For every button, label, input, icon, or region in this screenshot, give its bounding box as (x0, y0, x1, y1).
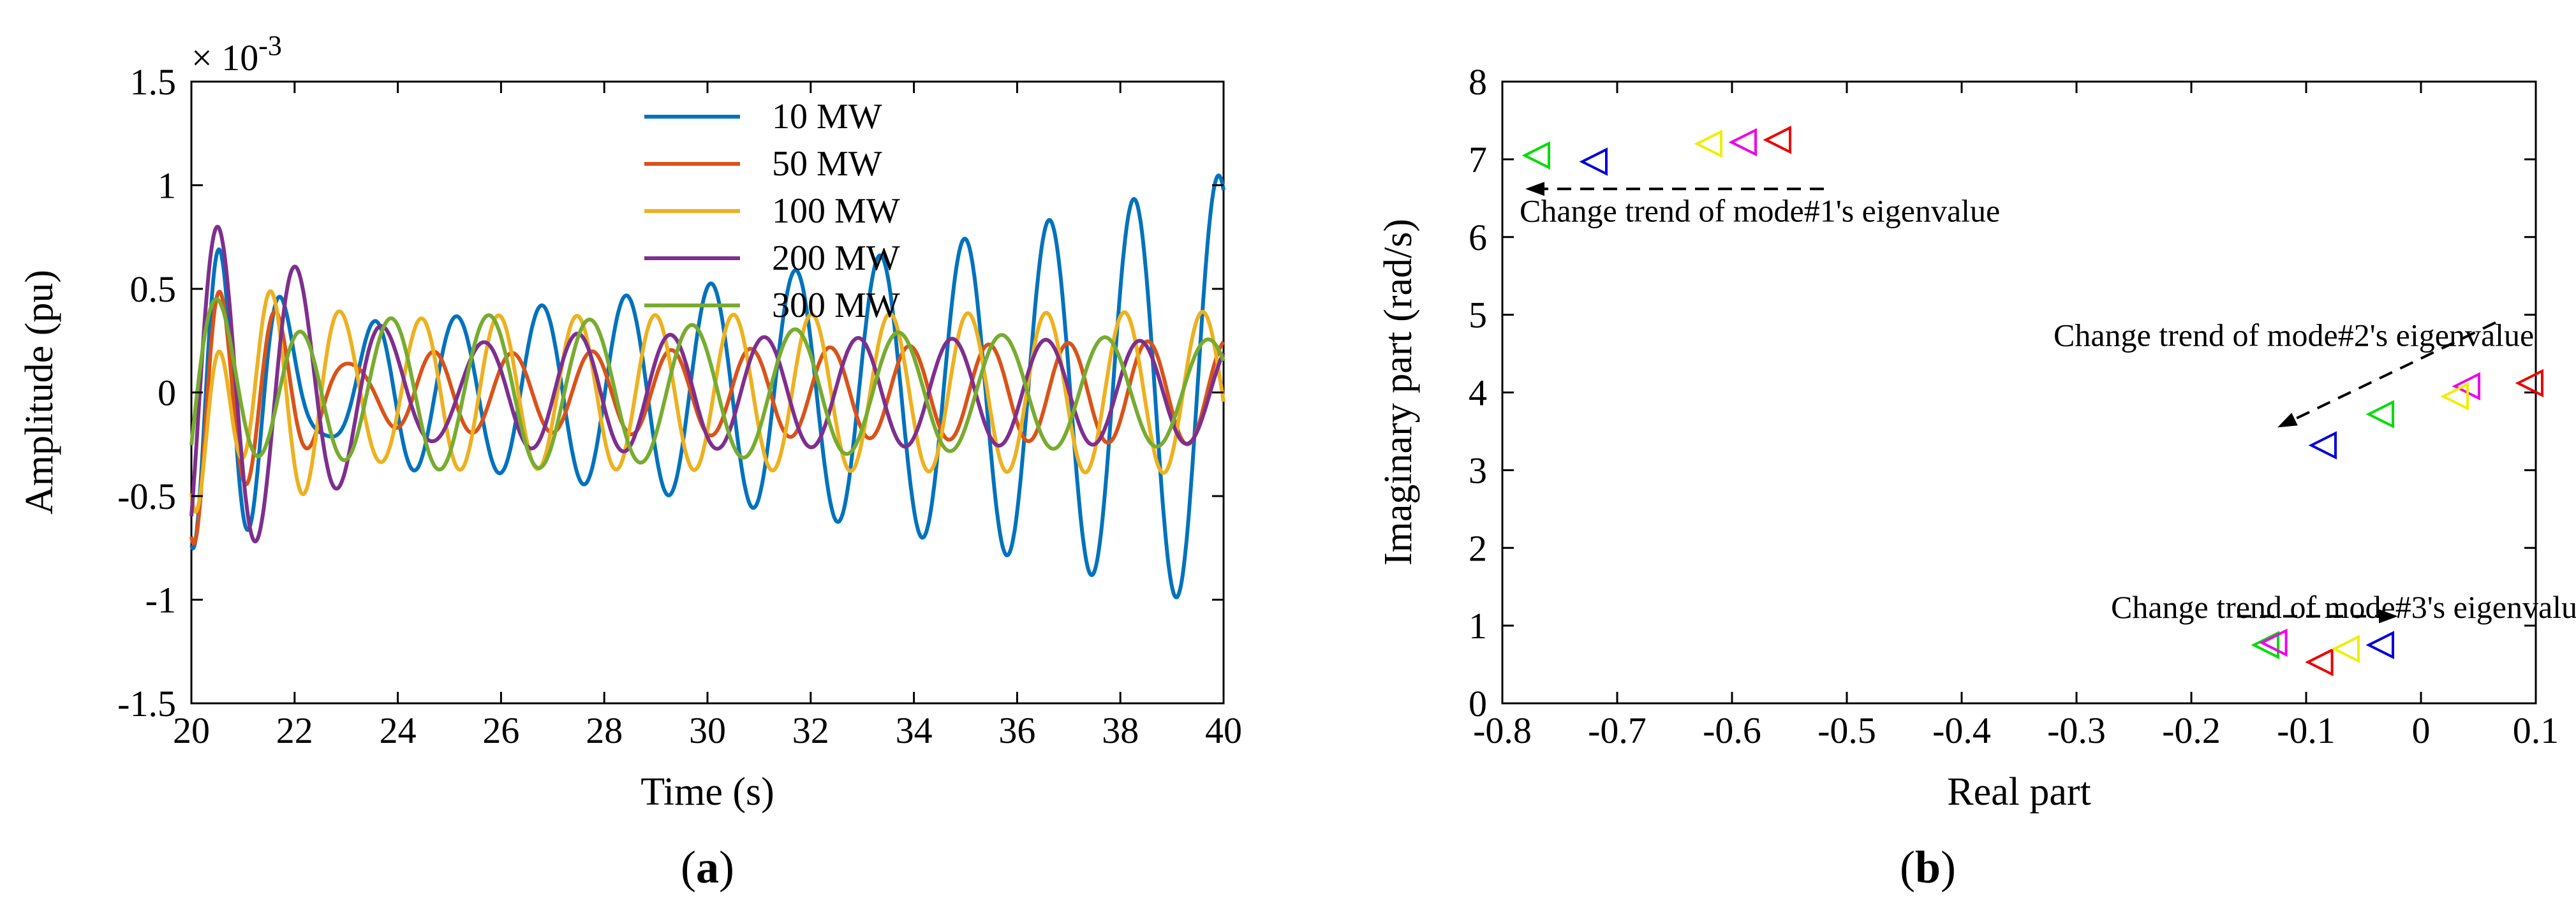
panel-a-y-tick-label: 0 (158, 372, 176, 414)
legend-label: 200 MW (772, 238, 900, 278)
panel-b-y-tick-label: 5 (1469, 295, 1487, 336)
panel-a-x-tick-label: 40 (1205, 710, 1242, 751)
panel-b-x-tick-label: -0.5 (1817, 710, 1876, 751)
panel-a-ticks: 20 22 24 26 28 30 32 34 36 38 40 -1.5 -1 -0.5 0 0.5 1 1.5 (117, 61, 1242, 751)
panel-b-x-tick-label: -0.1 (2277, 710, 2335, 751)
panel-a-y-tick-label: -0.5 (117, 476, 176, 517)
panel-a-exponent: × 10-3 (191, 30, 282, 78)
panel-b-x-tick-label: -0.2 (2162, 710, 2221, 751)
eigenvalue-marker (2305, 648, 2334, 677)
panel-a-x-tick-label: 26 (482, 710, 519, 751)
eigenvalue-marker (1763, 126, 1791, 154)
trend-arrow-head (2379, 609, 2398, 624)
panel-a-y-tick-label: -1 (145, 580, 176, 621)
eigenvalue-marker (2259, 628, 2288, 657)
panel-a-x-tick-label: 30 (689, 710, 726, 751)
trend-arrow-shaft (2294, 321, 2496, 421)
panel-a-y-tick-label: -1.5 (117, 683, 176, 724)
eigenvalue-marker (1694, 129, 1722, 158)
panel-a-x-tick-label: 24 (380, 710, 417, 751)
eigenvalue-marker (1728, 128, 1757, 157)
panel-b-y-tick-label: 8 (1469, 61, 1487, 103)
panel-b-y-tick-label: 3 (1469, 450, 1487, 491)
panel-a-legend: 10 MW 50 MW 100 MW 200 MW 300 MW (644, 97, 900, 325)
legend-label: 10 MW (772, 97, 882, 136)
panel-b-x-tick-label: -0.7 (1588, 710, 1647, 751)
series-line-100-mw (189, 289, 1225, 514)
series-line-200-mw (189, 224, 1225, 544)
panel-a-x-tick-label: 32 (792, 710, 829, 751)
panel-b-x-tick-label: 0 (2412, 710, 2431, 751)
panel-b-y-tick-label: 1 (1469, 605, 1487, 647)
eigenvalue-marker (2440, 382, 2469, 411)
panel-b-x-tick-label: -0.3 (2047, 710, 2106, 751)
panel-a-label: (a) (681, 842, 734, 893)
panel-a-x-tick-label: 22 (276, 710, 313, 751)
panel-a-x-tick-label: 36 (998, 710, 1035, 751)
eigenvalue-marker (2515, 369, 2543, 398)
panel-b-y-tick-label: 0 (1469, 683, 1487, 724)
legend-label: 100 MW (772, 191, 900, 231)
panel-a-x-axis-label: Time (s) (640, 770, 774, 814)
panel-b-x-tick-label: -0.8 (1473, 710, 1532, 751)
panel-b-x-tick-label: 0.1 (2513, 710, 2559, 751)
panel-a-y-tick-label: 0.5 (130, 268, 177, 310)
panel-b-annotations: Change trend of mode#1's eigenvalue Chang… (1520, 193, 2576, 625)
panel-b-x-tick-label: -0.6 (1703, 710, 1761, 751)
panel-b-ticks: -0.8 -0.7 -0.6 -0.5 -0.4 -0.3 -0.2 -0.1 0 0.1 0 1 2 3… (1469, 61, 2559, 751)
panel-a-x-tick-label: 38 (1102, 710, 1139, 751)
panel-b-arrows (1525, 182, 2496, 624)
panel-b-label: (b) (1900, 842, 1956, 893)
panel-b-y-tick-label: 7 (1469, 139, 1487, 180)
eigenvalue-marker (1521, 141, 1550, 170)
panel-b-y-axis-label: Imaginary part (rad/s) (1377, 219, 1420, 566)
legend-label: 50 MW (772, 144, 882, 184)
panel-b-x-tick-label: -0.4 (1932, 710, 1991, 751)
eigenvalue-marker (2365, 400, 2394, 428)
panel-a-y-axis-label: Amplitude (pu) (18, 270, 61, 515)
series-line-10-mw (189, 173, 1225, 599)
eigenvalue-marker (2365, 631, 2394, 659)
panel-a-series-group (189, 173, 1225, 599)
eigenvalue-marker (2331, 634, 2360, 663)
panel-a-y-tick-label: 1.5 (130, 61, 177, 103)
eigenvalue-marker (2251, 631, 2279, 659)
panel-b-points (1521, 126, 2543, 677)
trend-arrow-head (1525, 182, 1544, 196)
eigenvalue-marker (2308, 431, 2337, 460)
trend-arrow-head (2277, 413, 2298, 428)
eigenvalue-marker (1579, 147, 1608, 176)
panel-a-x-tick-label: 28 (586, 710, 623, 751)
panel-a-x-tick-label: 20 (173, 710, 210, 751)
trend-annotation: Change trend of mode#1's eigenvalue (1520, 193, 2000, 228)
panel-a-y-tick-label: 1 (158, 165, 176, 207)
panel-b-y-tick-label: 4 (1469, 372, 1487, 414)
panel-b-x-axis-label: Real part (1947, 770, 2091, 814)
panel-a-x-tick-label: 34 (896, 710, 933, 751)
legend-label: 300 MW (772, 286, 900, 325)
panel-a: 20 22 24 26 28 30 32 34 36 38 40 -1.5 -1 -0.5 0 0.5 1 1.5… (18, 30, 1242, 893)
trend-annotation: Change trend of mode#3's eigenvalue (2111, 589, 2576, 625)
panel-b-y-tick-label: 2 (1469, 527, 1487, 569)
panel-b-y-tick-label: 6 (1469, 217, 1487, 258)
trend-annotation: Change trend of mode#2's eigenvalue (2054, 317, 2534, 353)
panel-b: -0.8 -0.7 -0.6 -0.5 -0.4 -0.3 -0.2 -0.1 0 0.1 0 1 2 3… (1377, 61, 2576, 893)
series-line-300-mw (189, 297, 1225, 472)
